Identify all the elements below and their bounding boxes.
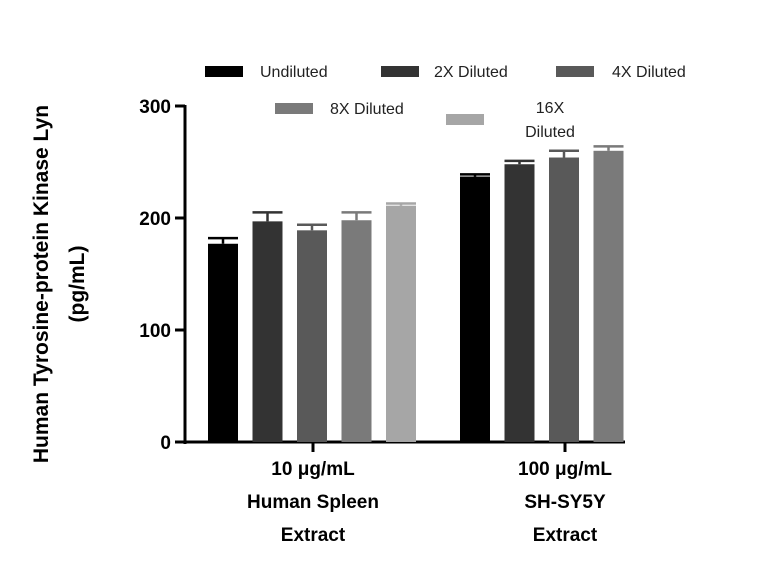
bar <box>504 164 535 443</box>
legend-label: 4X Diluted <box>612 64 686 81</box>
bar <box>460 176 490 442</box>
bar <box>208 243 238 442</box>
legend: Undiluted 2X Diluted 4X Diluted 8X Diluted 1… <box>205 64 686 141</box>
x-category-label: Human Spleen <box>247 492 379 513</box>
x-category-label: 100 μg/mL <box>518 459 612 480</box>
y-axis: 0 100 200 300 <box>139 97 187 454</box>
legend-swatch <box>205 66 243 77</box>
x-category-label: Extract <box>281 525 346 546</box>
y-axis-label-line: (pg/mL) <box>66 246 89 323</box>
legend-swatch <box>275 103 313 114</box>
bar <box>593 150 624 443</box>
y-axis-label-line: Human Tyrosine-protein Kinase Lyn <box>30 105 53 463</box>
bar <box>386 205 416 442</box>
x-category-label: SH-SY5Y <box>524 492 606 513</box>
legend-swatch <box>381 66 419 77</box>
y-axis-label: Human Tyrosine-protein Kinase Lyn (pg/mL) <box>30 105 89 463</box>
legend-swatch <box>446 114 484 125</box>
bars <box>208 145 624 443</box>
y-tick-label: 200 <box>139 209 171 230</box>
x-category-label: Extract <box>533 525 598 546</box>
bar <box>297 230 327 442</box>
legend-swatch <box>556 66 594 77</box>
legend-label: Undiluted <box>260 64 328 81</box>
bar <box>341 220 372 442</box>
legend-label: 8X Diluted <box>330 101 404 118</box>
legend-label: 2X Diluted <box>434 64 508 81</box>
y-tick-label: 0 <box>160 433 171 454</box>
legend-label: 16X <box>536 100 565 117</box>
y-tick-label: 100 <box>139 321 171 342</box>
y-tick-label: 300 <box>139 97 171 118</box>
x-category-label: 10 μg/mL <box>271 459 355 480</box>
bar <box>549 157 579 442</box>
category-labels: 10 μg/mL Human Spleen Extract 100 μg/mL SH-S… <box>247 442 612 546</box>
bar <box>252 221 283 442</box>
legend-label: Diluted <box>525 124 575 141</box>
